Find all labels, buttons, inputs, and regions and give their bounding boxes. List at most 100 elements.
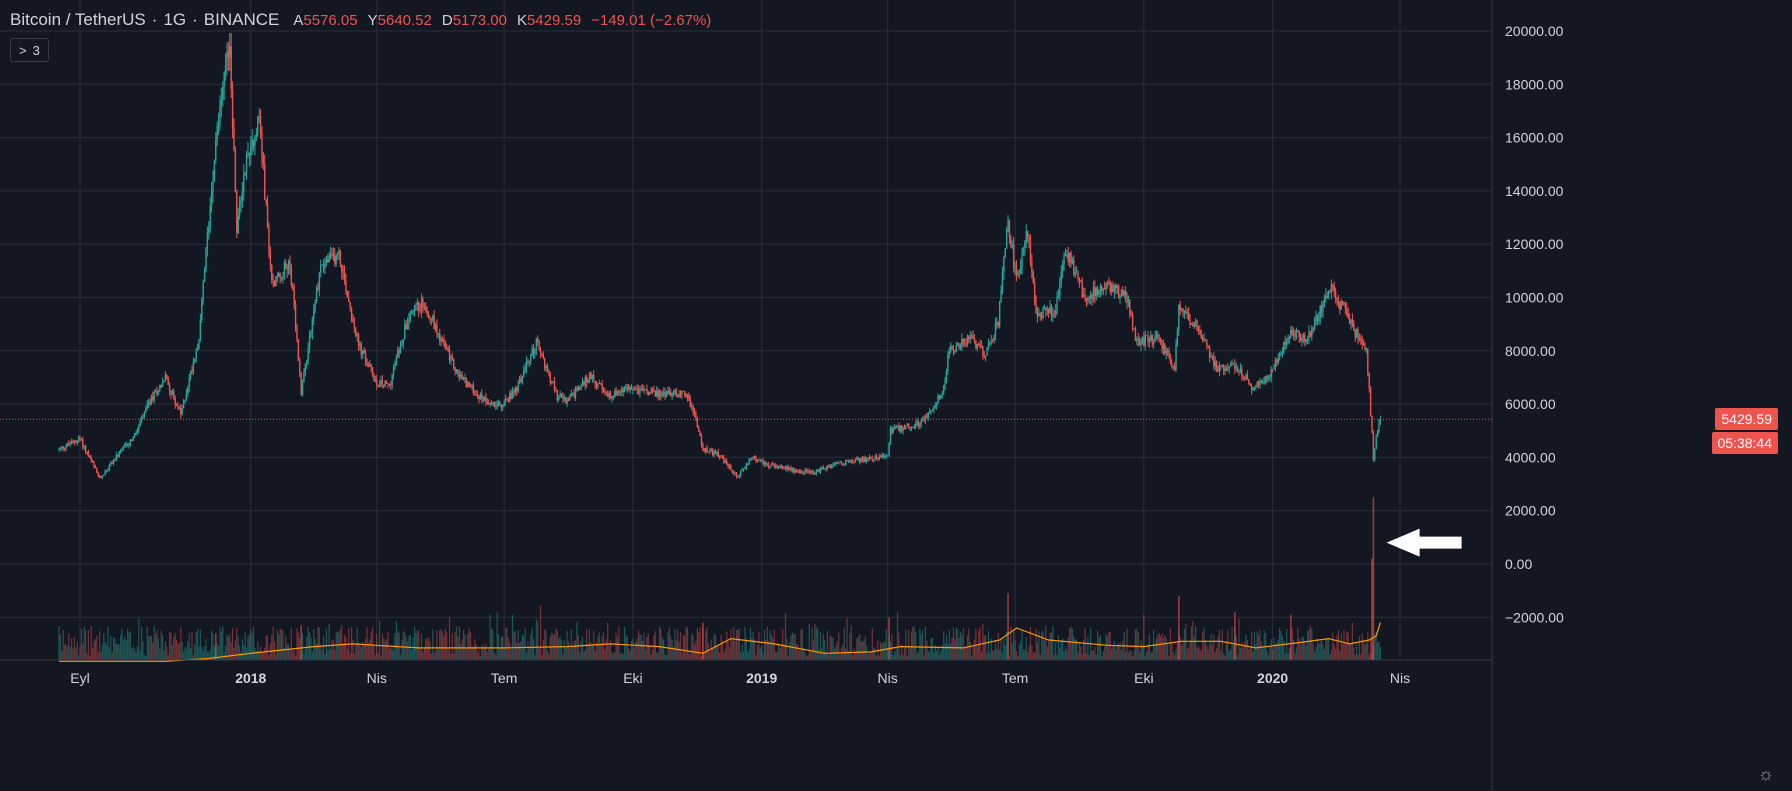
candle-body [600,382,602,385]
volume-bar [742,651,745,660]
candle-body [103,474,105,476]
volume-bar [230,642,232,660]
volume-bar [1139,651,1141,660]
candle-body [1130,314,1132,315]
candle-body [1101,286,1103,291]
volume-spike [1178,595,1180,660]
candle-body [370,364,372,368]
volume-bar [902,654,904,660]
candle-body [1327,291,1330,298]
volume-bar [1353,647,1355,660]
volume-bar [649,646,651,660]
volume-bar [814,623,816,660]
volume-bar [1102,651,1104,660]
volume-bar [1069,628,1071,660]
volume-bar [1322,644,1324,660]
volume-bar [328,623,330,660]
volume-bar [1188,647,1190,660]
volume-bar [831,636,833,660]
gear-icon[interactable]: ☼ [1757,764,1775,784]
candle-body [126,443,129,446]
volume-bar [1077,652,1079,660]
volume-bar [430,653,432,660]
volume-bar [1363,642,1365,660]
volume-bar [420,633,423,660]
volume-bar [1210,633,1212,660]
volume-bar [964,646,966,660]
candle-body [311,318,314,334]
candle-body [699,431,701,437]
candle-body [1081,281,1083,298]
candle-body [858,458,861,462]
volume-bar [1365,642,1368,660]
volume-bar [538,648,540,660]
volume-bar [954,638,956,660]
time-axis[interactable]: Eyl 2018 Nis Tem Eki 2019 Nis Tem Eki 2020 Nis [0,659,1492,686]
interval-label[interactable]: 1G [163,10,187,29]
candle-body [1339,303,1341,310]
volume-bar [951,637,953,660]
volume-bar [122,639,124,660]
candle-body [105,470,108,472]
symbol-name[interactable]: Bitcoin / TetherUS [10,10,146,29]
candle-body [1175,344,1177,370]
volume-bar [78,655,80,660]
candle-body [321,264,323,266]
volume-bar [1126,628,1128,660]
candle-body [1115,284,1117,289]
volume-bar [426,638,428,660]
candle-body [1329,291,1331,293]
candle-body [975,340,977,349]
candle-body [287,260,290,270]
candle-body [493,402,496,407]
price-axis[interactable]: 20000.0018000.0016000.0014000.0012000.00… [1491,0,1564,791]
candle-body [1061,264,1064,273]
candle-body [1182,308,1184,313]
volume-bar [741,644,743,660]
volume-bar [1104,646,1106,660]
volume-bar [674,628,676,660]
candle-body [108,464,111,469]
candle-body [563,397,566,400]
volume-bar [1357,654,1359,660]
volume-bar [572,646,574,660]
volume-bar [994,639,997,660]
candle-body [700,436,703,445]
candle-body [1162,344,1165,350]
volume-bar [1266,650,1268,660]
volume-bar [413,626,416,660]
volume-bar [364,638,367,660]
candle-body [927,412,929,418]
open-value: 5576.05 [303,11,358,29]
indicators-toggle-button[interactable]: > 3 [10,38,49,62]
candle-body [500,404,503,408]
candle-body [642,388,644,391]
candle-body [842,464,844,465]
volume-bar [251,633,253,660]
candle-body [853,461,855,462]
candle-body [259,116,262,134]
volume-bar [1263,630,1265,660]
candle-body [884,456,886,458]
volume-bar [1312,643,1314,660]
candle-body [551,382,553,383]
candle-body [661,393,664,396]
volume-bar [146,626,148,660]
volume-bar [82,644,84,660]
candle-body [871,458,873,461]
candle-body [684,390,686,396]
candle-body [979,344,981,346]
volume-bar [1350,644,1352,660]
candle-body [371,367,374,376]
candle-body [138,425,140,431]
candle-body [1049,306,1051,314]
volume-bar [359,645,361,660]
volume-bar [1375,631,1377,660]
volume-bar [565,646,567,660]
candle-body [832,464,834,466]
candle-body [307,348,309,360]
candle-body [266,202,269,227]
volume-bar [647,633,649,660]
candle-body [1309,331,1312,337]
